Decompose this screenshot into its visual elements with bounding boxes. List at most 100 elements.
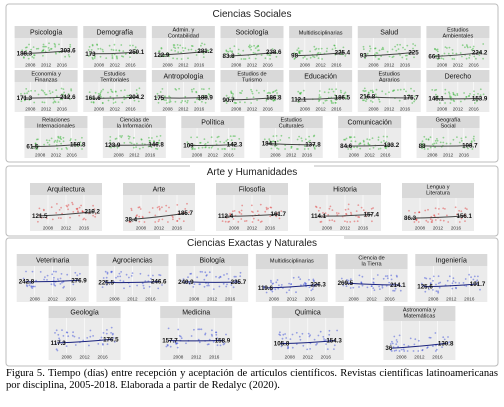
- data-point: [349, 287, 352, 289]
- data-point: [132, 146, 135, 149]
- data-point: [123, 287, 125, 290]
- start-value-label: 112.4: [218, 213, 234, 220]
- data-point: [174, 88, 177, 90]
- data-point: [78, 214, 81, 217]
- data-point: [355, 210, 358, 213]
- x-tick-label: 2016: [331, 107, 342, 112]
- data-point: [175, 89, 178, 91]
- data-point: [251, 90, 253, 93]
- trend-line: [296, 52, 345, 57]
- data-point: [436, 95, 439, 97]
- data-point: [74, 344, 77, 346]
- x-tick-label: 2008: [163, 107, 174, 112]
- start-value-label: 86.3: [404, 215, 417, 222]
- x-tick-label: 2012: [79, 355, 90, 360]
- data-point: [343, 138, 345, 141]
- data-point: [35, 279, 37, 282]
- x-tick-label: 2016: [66, 297, 77, 302]
- data-point: [165, 204, 168, 207]
- data-point: [37, 138, 39, 141]
- data-point: [276, 94, 279, 97]
- data-point: [325, 99, 328, 102]
- data-point: [287, 345, 289, 348]
- data-point: [158, 50, 161, 52]
- data-point: [20, 93, 22, 95]
- start-value-label: 175: [154, 95, 165, 102]
- section-arte-y-humanidades: Arte y HumanidadesArquitectura121.5219.2…: [5, 165, 499, 237]
- panel-label: Multidisciplinarias: [270, 259, 314, 265]
- data-point: [118, 49, 121, 52]
- data-point: [238, 138, 241, 140]
- data-point: [313, 338, 316, 341]
- data-point: [100, 336, 103, 339]
- end-value-label: 175.7: [403, 95, 419, 102]
- data-point: [149, 140, 151, 142]
- data-point: [438, 208, 440, 210]
- data-point: [143, 221, 146, 223]
- data-point: [70, 138, 72, 140]
- data-point: [317, 52, 320, 54]
- data-point: [333, 220, 336, 223]
- data-point: [111, 91, 114, 93]
- data-point: [151, 137, 153, 139]
- data-point: [465, 96, 468, 98]
- data-point: [182, 220, 185, 223]
- x-tick-label: 2008: [269, 297, 280, 302]
- panel-label: Salud: [380, 30, 398, 37]
- data-point: [266, 92, 269, 94]
- data-point: [270, 281, 272, 283]
- data-point: [59, 135, 62, 138]
- end-value-label: 191.7: [470, 281, 486, 288]
- data-point: [208, 284, 210, 287]
- end-value-label: 225: [408, 50, 419, 57]
- trend-line: [280, 340, 336, 345]
- data-point: [436, 58, 439, 60]
- data-point: [43, 209, 45, 212]
- data-point: [162, 55, 165, 58]
- data-point: [250, 45, 253, 48]
- data-point: [102, 88, 104, 91]
- data-point: [172, 218, 174, 221]
- data-point: [53, 42, 56, 45]
- data-point: [230, 91, 233, 94]
- data-point: [125, 273, 128, 276]
- data-point: [399, 43, 401, 46]
- data-point: [295, 331, 298, 334]
- data-point: [202, 52, 205, 55]
- data-point: [353, 220, 356, 223]
- data-point: [442, 219, 445, 222]
- data-point: [286, 347, 289, 350]
- data-point: [72, 331, 74, 334]
- panel-header: [220, 26, 284, 38]
- data-point: [360, 281, 363, 284]
- data-point: [343, 92, 346, 95]
- data-point: [21, 49, 24, 52]
- data-point: [212, 288, 215, 290]
- data-point: [382, 277, 385, 280]
- data-point: [442, 136, 445, 139]
- data-point: [245, 220, 248, 222]
- data-point: [56, 147, 59, 150]
- data-point: [435, 348, 438, 351]
- data-point: [92, 214, 94, 217]
- panel-header: [96, 254, 169, 266]
- x-tick-label: 2012: [446, 297, 457, 302]
- data-point: [110, 332, 112, 334]
- data-point: [71, 334, 74, 337]
- data-point: [74, 139, 77, 141]
- data-point: [434, 219, 437, 221]
- data-point: [31, 270, 34, 273]
- data-point: [362, 89, 365, 92]
- data-point: [198, 98, 201, 101]
- data-point: [184, 47, 187, 50]
- data-point: [47, 47, 50, 49]
- data-point: [230, 139, 233, 142]
- start-value-label: 145.1: [428, 95, 444, 102]
- data-point: [260, 54, 263, 56]
- data-point: [158, 274, 161, 276]
- data-point: [79, 272, 81, 275]
- data-point: [437, 275, 440, 278]
